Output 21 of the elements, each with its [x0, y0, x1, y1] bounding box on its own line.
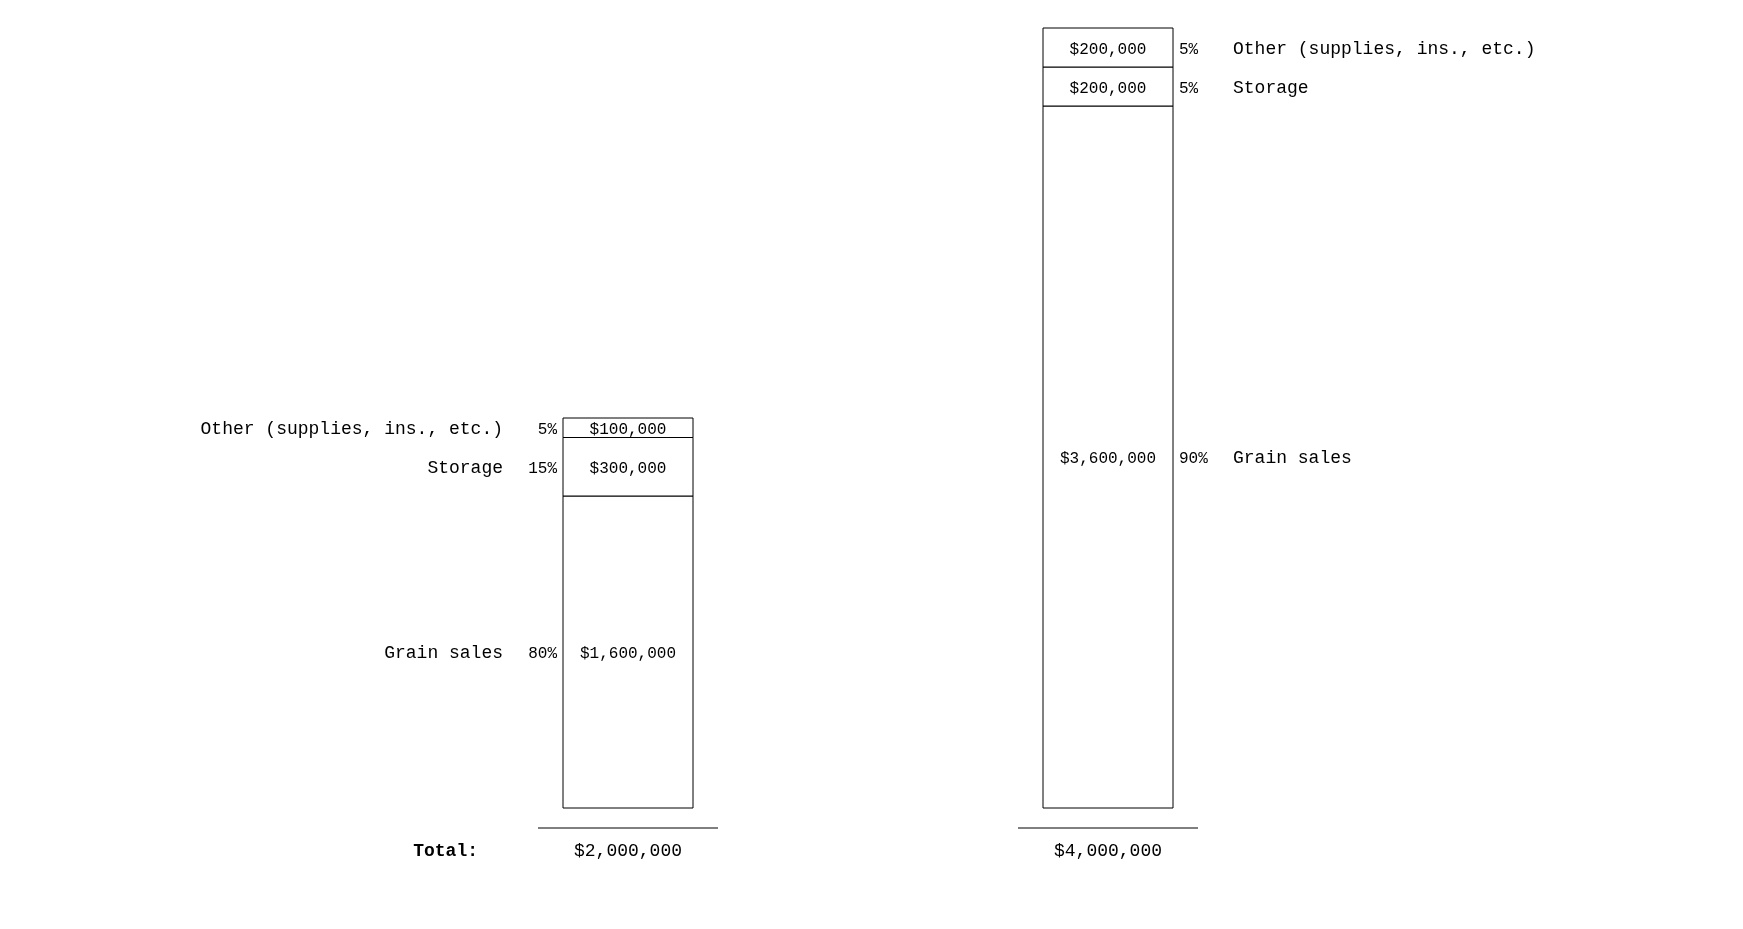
annotation: 5% [1179, 40, 1199, 59]
annotation: 5% [1179, 79, 1199, 98]
data-label: $200,000 [1069, 79, 1147, 98]
annotation: 90% [1179, 450, 1209, 468]
annotation: 5% [537, 420, 558, 439]
text: Storage [1233, 77, 1309, 98]
text: Grain sales [384, 643, 503, 663]
text: Other (supplies, ins., etc.) [1233, 38, 1536, 59]
data-label: $100,000 [589, 420, 667, 439]
text: Other (supplies, ins., etc.) [200, 418, 503, 439]
total-label: $4,000,000 [1053, 841, 1163, 861]
text: Total: [413, 841, 478, 861]
text: Storage [427, 457, 503, 478]
text: Grain sales [1233, 448, 1352, 468]
total-label: $2,000,000 [573, 841, 683, 861]
data-label: $300,000 [589, 459, 667, 478]
annotation: 15% [528, 459, 558, 478]
annotation: 80% [528, 645, 558, 663]
data-label: $3,600,000 [1059, 450, 1157, 468]
data-label: $1,600,000 [579, 645, 677, 663]
data-label: $200,000 [1069, 40, 1147, 59]
